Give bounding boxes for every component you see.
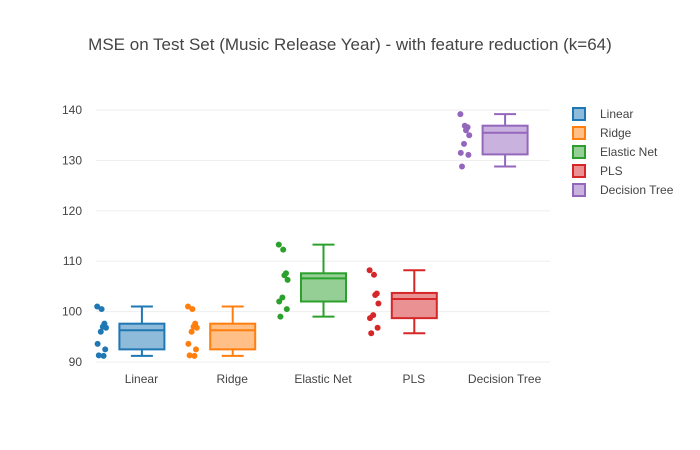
x-axis-ticks: Linear Ridge Elastic Net PLS Decision Tree — [125, 372, 542, 386]
legend-swatch — [572, 126, 586, 140]
data-point — [100, 352, 107, 359]
legend-label: Ridge — [600, 126, 632, 140]
data-point — [280, 246, 287, 253]
data-point — [277, 313, 284, 320]
data-point — [457, 111, 464, 118]
data-point — [94, 340, 101, 347]
y-axis-ticks: 90 100 110 120 130 140 — [62, 103, 82, 369]
data-point — [459, 163, 465, 170]
legend-label: Linear — [600, 107, 633, 121]
y-tick-label: 110 — [63, 254, 82, 268]
data-point — [281, 272, 288, 279]
data-point — [189, 306, 196, 313]
legend-label: PLS — [600, 164, 623, 178]
x-tick-label: Decision Tree — [468, 372, 542, 386]
data-point — [279, 294, 286, 301]
data-point — [276, 298, 283, 305]
data-point — [193, 346, 199, 353]
x-tick-label: Ridge — [217, 372, 249, 386]
data-point — [463, 127, 469, 134]
y-tick-label: 90 — [69, 355, 83, 369]
data-point — [186, 352, 193, 359]
data-point — [193, 324, 200, 331]
legend-swatch — [572, 183, 586, 197]
data-point — [374, 324, 381, 331]
data-point — [275, 241, 282, 248]
data-point — [372, 291, 379, 298]
data-point — [375, 300, 382, 307]
data-point — [97, 328, 104, 335]
legend-swatch — [572, 107, 586, 121]
data-point — [457, 149, 464, 156]
chart-title: MSE on Test Set (Music Release Year) - w… — [88, 35, 612, 54]
data-point — [283, 306, 290, 313]
data-point — [185, 340, 192, 347]
data-point — [366, 267, 373, 274]
y-tick-label: 120 — [62, 204, 82, 218]
data-point — [367, 315, 373, 322]
legend-swatch — [572, 145, 586, 159]
data-point — [98, 306, 105, 313]
legend-swatch — [572, 164, 586, 178]
y-tick-label: 140 — [62, 103, 82, 117]
x-tick-label: PLS — [402, 372, 425, 386]
data-point — [188, 328, 195, 335]
legend-label: Decision Tree — [600, 183, 674, 197]
x-tick-label: Linear — [125, 372, 158, 386]
data-point — [466, 132, 473, 139]
data-point — [368, 330, 375, 337]
box — [390, 291, 438, 320]
data-point — [103, 324, 109, 331]
data-point — [461, 140, 467, 147]
box — [118, 322, 166, 351]
data-point — [465, 151, 472, 158]
data-point — [191, 352, 198, 359]
box — [481, 124, 529, 156]
jitter-points — [94, 111, 473, 359]
data-point — [102, 346, 109, 353]
data-point — [371, 271, 377, 278]
boxes — [118, 113, 529, 357]
data-point — [284, 276, 291, 283]
data-point — [94, 303, 101, 310]
legend: Linear Ridge Elastic Net PLS Decision Tree — [572, 107, 674, 197]
y-tick-label: 100 — [62, 305, 82, 319]
legend-label: Elastic Net — [600, 145, 658, 159]
x-tick-label: Elastic Net — [294, 372, 352, 386]
data-point — [185, 303, 191, 310]
box — [209, 322, 257, 351]
y-tick-label: 130 — [62, 153, 82, 167]
data-point — [95, 352, 102, 359]
